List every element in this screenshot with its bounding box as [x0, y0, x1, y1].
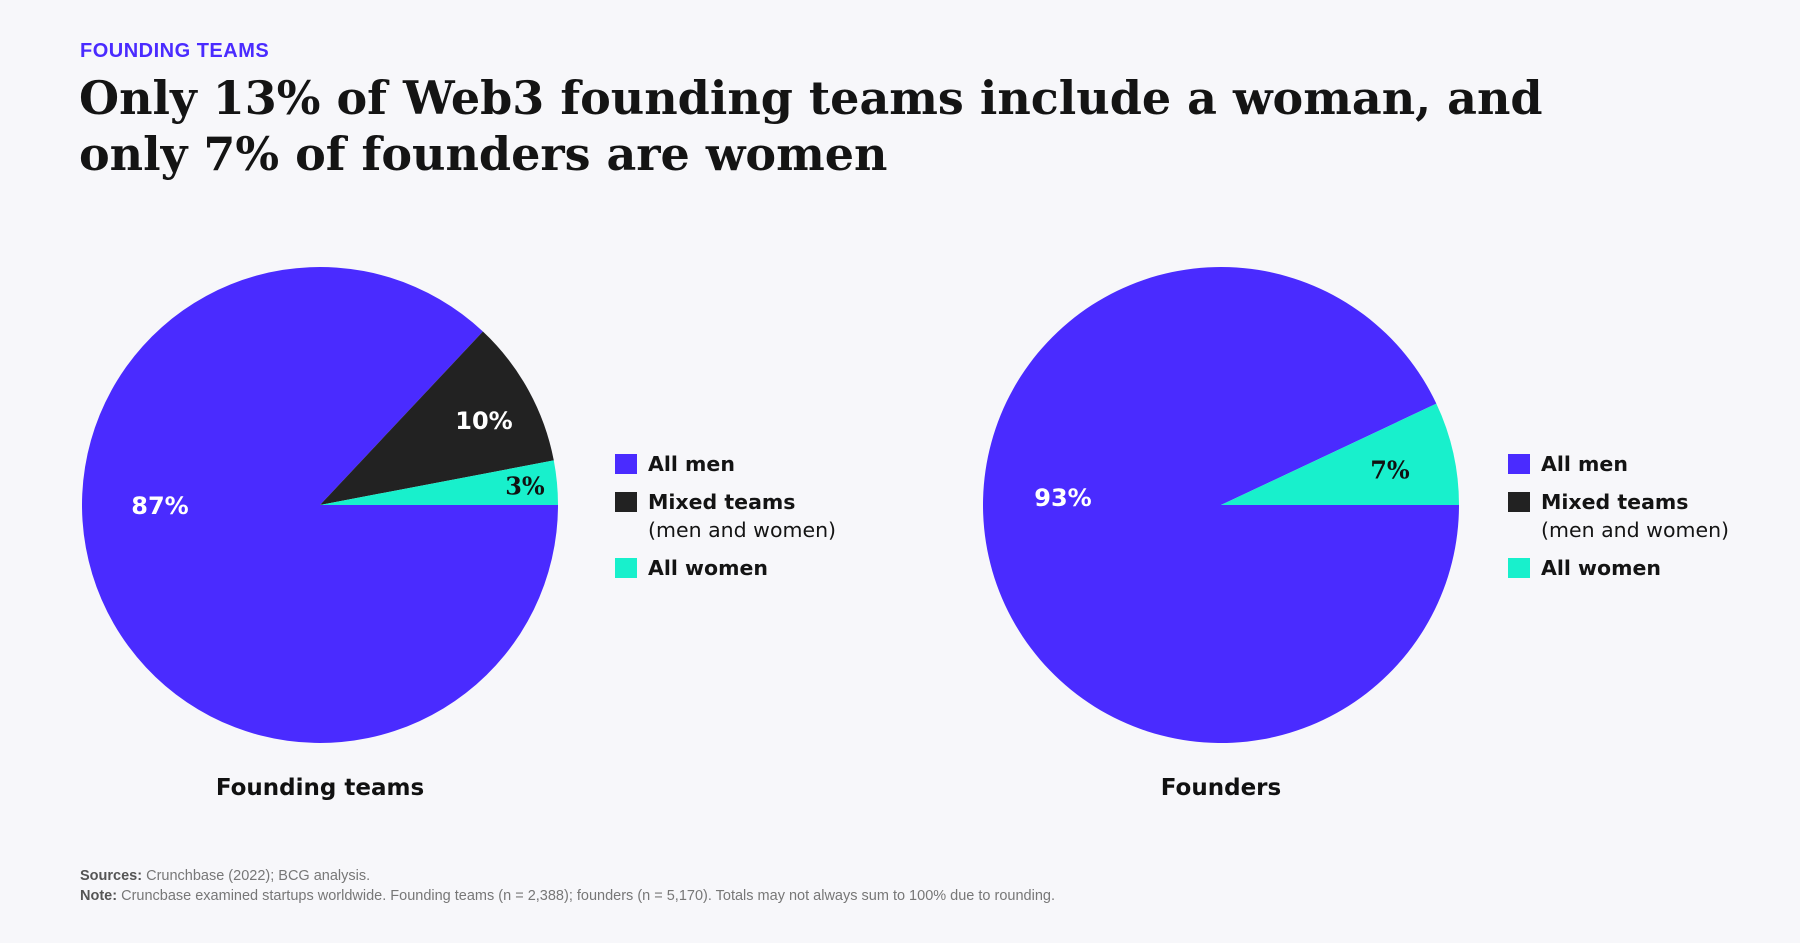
- pie-svg-founding-teams: 87% 10% 3%: [82, 267, 559, 743]
- legend-item-all-men: All men: [1508, 450, 1729, 478]
- legend-swatch-all-men: [615, 454, 637, 474]
- legend-swatch-mixed-teams: [1508, 492, 1530, 512]
- legend-item-all-women: All women: [615, 554, 836, 582]
- pie-slice-all-women: [1221, 403, 1459, 505]
- legend-label-all-women: All women: [648, 556, 768, 580]
- pie-chart-founders: 93% 7% Founders All men Mixed teams (men …: [900, 240, 1760, 820]
- legend-item-mixed-teams: Mixed teams (men and women): [1508, 488, 1729, 544]
- legend-swatch-all-women: [615, 558, 637, 578]
- pie-chart-founding-teams: 87% 10% 3% Founding teams All men Mixed te…: [0, 240, 860, 820]
- legend-label-all-men: All men: [648, 452, 735, 476]
- pie-title-founding-teams: Founding teams: [215, 775, 425, 801]
- slice-label-mixed-teams-men-and-women: 10%: [455, 407, 512, 435]
- legend-item-all-women: All women: [1508, 554, 1729, 582]
- eyebrow-label: FOUNDING TEAMS: [80, 40, 270, 62]
- footnote-note-label: Note:: [80, 888, 118, 904]
- footnote-sources-text: Crunchbase (2022); BCG analysis.: [142, 868, 371, 884]
- legend-label-mixed-teams: Mixed teams: [648, 490, 796, 514]
- footnote-sources: Sources: Crunchbase (2022); BCG analysis…: [80, 868, 370, 884]
- footnote-note: Note: Cruncbase examined startups worldw…: [80, 888, 1055, 904]
- slice-label-all-men: 87%: [131, 492, 188, 520]
- legend-founders: All men Mixed teams (men and women) All …: [1508, 450, 1729, 592]
- legend-sublabel-mixed-teams: (men and women): [648, 518, 837, 542]
- footnote-note-text: Cruncbase examined startups worldwide. F…: [117, 888, 1055, 904]
- pie-title-founders: Founders: [1160, 775, 1282, 801]
- legend-label-mixed-teams: Mixed teams: [1541, 490, 1689, 514]
- legend-sublabel-mixed-teams: (men and women): [1541, 518, 1730, 542]
- slice-label-all-men: 93%: [1034, 484, 1091, 512]
- legend-item-all-men: All men: [615, 450, 836, 478]
- footnote-sources-label: Sources:: [80, 868, 143, 884]
- legend-item-mixed-teams: Mixed teams (men and women): [615, 488, 836, 544]
- legend-founding-teams: All men Mixed teams (men and women) All …: [615, 450, 836, 592]
- pie-slice-all-women: [320, 460, 558, 505]
- slice-label-all-women: 3%: [505, 472, 545, 501]
- pie-slice-mixed-teams-men-and-women: [320, 331, 554, 505]
- legend-swatch-all-men: [1508, 454, 1530, 474]
- pie-slice-all-men: [983, 267, 1459, 744]
- slice-label-all-women: 7%: [1370, 456, 1410, 485]
- legend-swatch-mixed-teams: [615, 492, 637, 512]
- legend-label-all-men: All men: [1541, 452, 1628, 476]
- pie-svg-founders: 93% 7%: [983, 267, 1459, 744]
- legend-swatch-all-women: [1508, 558, 1530, 578]
- legend-label-all-women: All women: [1541, 556, 1661, 580]
- chart-title-heading: Only 13% of Web3 founding teams include …: [79, 71, 1543, 181]
